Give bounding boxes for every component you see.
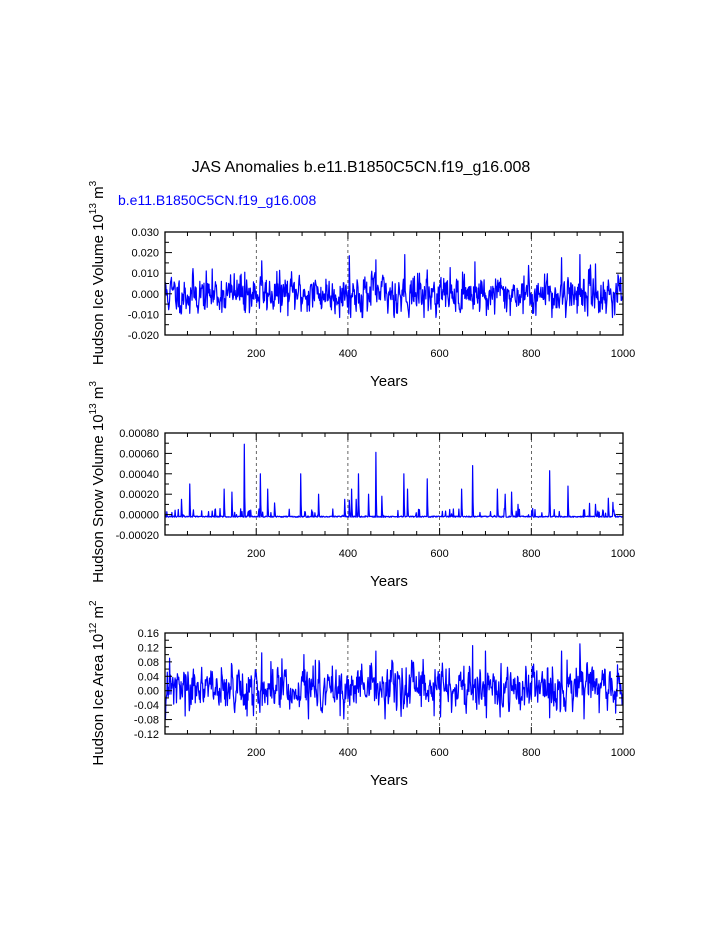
y-tick-label: 0.00060	[119, 448, 159, 460]
y-tick-label: 0.000	[131, 289, 159, 301]
x-tick-label: 200	[247, 747, 265, 759]
x-axis-label: Years	[370, 573, 408, 590]
x-tick-label: 200	[247, 548, 265, 560]
y-axis-label: Hudson Ice Volume 1013 m3	[88, 180, 107, 365]
x-tick-label: 600	[430, 548, 448, 560]
y-tick-label: 0.030	[131, 227, 159, 239]
y-tick-label: 0.08	[138, 657, 159, 669]
y-tick-label: -0.04	[134, 700, 159, 712]
y-axis-label: Hudson Ice Area 1012 m2	[88, 600, 107, 766]
x-tick-label: 400	[339, 747, 357, 759]
x-tick-label: 800	[522, 348, 540, 360]
x-tick-label: 400	[339, 548, 357, 560]
x-axis-label: Years	[370, 772, 408, 789]
y-tick-label: -0.08	[134, 715, 159, 727]
x-tick-label: 1000	[611, 348, 635, 360]
x-tick-label: 800	[522, 548, 540, 560]
series-line-0-0	[165, 254, 623, 319]
y-tick-label: -0.12	[134, 729, 159, 741]
x-axis-label: Years	[370, 373, 408, 390]
y-tick-label: 0.12	[138, 642, 159, 654]
y-tick-label: 0.00	[138, 686, 159, 698]
panel-ice-volume: 200 400 600 800 1000 -0.020 -0.010 0.000 0.010 0.…	[88, 180, 635, 390]
x-tick-label: 400	[339, 348, 357, 360]
x-tick-label: 600	[430, 747, 448, 759]
y-axis-label: Hudson Snow Volume 1013 m3	[88, 381, 107, 583]
y-tick-label: 0.04	[138, 671, 159, 683]
y-tick-label: 0.020	[131, 248, 159, 260]
y-tick-label: 0.010	[131, 268, 159, 280]
x-tick-label: 1000	[611, 548, 635, 560]
panel-ice-area: 200 400 600 800 1000 -0.12 -0.08 -0.04 0.00 0.04 0…	[88, 600, 635, 789]
x-tick-label: 600	[430, 348, 448, 360]
y-tick-label: 0.00020	[119, 489, 159, 501]
series-line-2-0	[165, 643, 623, 720]
chart-title: JAS Anomalies b.e11.B1850C5CN.f19_g16.00…	[192, 159, 531, 176]
x-tick-label: 200	[247, 348, 265, 360]
y-tick-label: -0.020	[128, 330, 159, 342]
plot-frame	[164, 632, 624, 735]
panel-snow-volume: 200 400 600 800 1000 -0.00020 0.00000 0.00020 0.…	[88, 381, 635, 590]
y-tick-label: 0.16	[138, 628, 159, 640]
y-tick-label: -0.00020	[116, 530, 159, 542]
y-tick-label: 0.00080	[119, 428, 159, 440]
x-tick-label: 1000	[611, 747, 635, 759]
series-line-1-0	[165, 443, 623, 518]
plot-frame	[164, 432, 624, 536]
y-tick-label: 0.00000	[119, 510, 159, 522]
case-label: b.e11.B1850C5CN.f19_g16.008	[118, 192, 316, 208]
x-tick-label: 800	[522, 747, 540, 759]
y-tick-label: -0.010	[128, 309, 159, 321]
y-tick-label: 0.00040	[119, 469, 159, 481]
